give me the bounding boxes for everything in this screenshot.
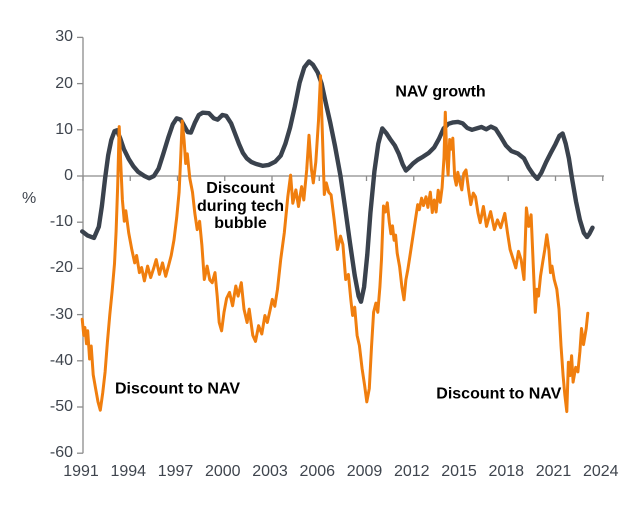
y-tick-label: -20 <box>49 259 73 277</box>
tech-bubble-label-line: bubble <box>214 215 267 233</box>
x-tick-label: 1997 <box>157 463 194 480</box>
x-tick-label: 2024 <box>582 463 619 480</box>
x-tick-label: 2006 <box>299 463 336 480</box>
x-tick-label: 1991 <box>63 463 99 480</box>
nav-growth-line <box>79 59 595 304</box>
x-tick-label: 2012 <box>393 463 430 480</box>
y-tick-label: -50 <box>49 398 73 415</box>
x-tick-label: 2021 <box>535 463 572 480</box>
discount-to-nav-line <box>80 74 590 414</box>
y-tick-label: 10 <box>55 120 73 138</box>
y-tick-label: -60 <box>49 444 73 462</box>
y-tick-label: -10 <box>49 213 73 231</box>
x-tick-label: 1994 <box>110 463 147 480</box>
x-tick-label: 2018 <box>488 463 525 480</box>
y-tick-label: 30 <box>55 28 73 46</box>
y-tick-label: 20 <box>55 74 73 92</box>
y-axis-unit-label: % <box>22 190 37 207</box>
tech-bubble-label: Discount during tech bubble <box>197 180 284 233</box>
y-tick-label: 0 <box>64 167 73 184</box>
discount-to-nav-right-label: Discount to NAV <box>436 385 561 403</box>
discount-to-nav-left-label-line: Discount to NAV <box>114 380 241 398</box>
x-tick-label: 2000 <box>204 463 241 480</box>
x-tick-label: 2009 <box>346 463 383 480</box>
nav-growth-label-line: NAV growth <box>395 83 486 101</box>
y-tick-label: -40 <box>49 351 73 369</box>
discount-to-nav-right-label-line: Discount to NAV <box>436 385 562 403</box>
tech-bubble-label-line: during tech <box>196 197 285 215</box>
discount-to-nav-left-label: Discount to NAV <box>115 380 240 398</box>
tech-bubble-label-line: Discount <box>206 180 275 198</box>
x-tick-label: 2015 <box>441 463 477 480</box>
x-tick-label: 2003 <box>252 463 288 480</box>
y-tick-label: -30 <box>49 305 73 323</box>
nav-growth-label: NAV growth <box>395 84 485 102</box>
